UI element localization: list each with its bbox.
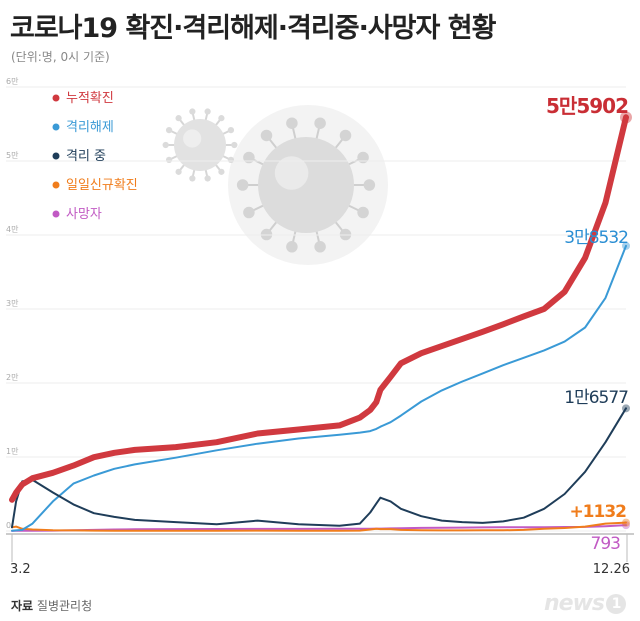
virus-illustration bbox=[162, 105, 388, 265]
source-note: 자료 질병관리청 bbox=[11, 597, 92, 614]
end-label-3: 1만6577 bbox=[564, 388, 628, 408]
virus-spike-tip bbox=[243, 206, 255, 219]
series-end-point-2 bbox=[622, 241, 630, 250]
legend-marker bbox=[52, 181, 60, 189]
virus-spike-tip bbox=[314, 117, 326, 129]
virus-spike-tip bbox=[175, 115, 182, 122]
legend-label: 격리 중 bbox=[66, 149, 106, 164]
virus-spike-tip bbox=[339, 129, 352, 142]
virus-spike-tip bbox=[236, 179, 249, 191]
virus-highlight bbox=[274, 156, 309, 190]
y-axis-ticks: 0 1만 2만 3만 4만 5만 6만 bbox=[6, 77, 19, 530]
series-line-3 bbox=[11, 407, 627, 529]
logo-mark: 1 bbox=[606, 594, 627, 614]
legend-marker bbox=[52, 123, 60, 131]
series-end-point-1 bbox=[620, 111, 632, 124]
virus-spike-tip bbox=[243, 151, 255, 164]
virus-spike-tip bbox=[314, 241, 326, 253]
legend-label: 일일신규확진 bbox=[66, 178, 138, 193]
virus-highlight bbox=[183, 129, 202, 148]
virus-spike-tip bbox=[175, 168, 182, 175]
legend-label: 누적확진 bbox=[66, 91, 114, 106]
news1-logo: news 1 bbox=[544, 591, 627, 616]
y-tick-label: 6만 bbox=[6, 77, 19, 86]
legend-marker bbox=[52, 210, 60, 218]
source-name: 질병관리청 bbox=[36, 599, 93, 613]
virus-spike-tip bbox=[218, 115, 225, 122]
series-end-point-3 bbox=[622, 404, 630, 413]
logo-text: news bbox=[544, 591, 605, 616]
chart-series bbox=[9, 111, 632, 532]
y-tick-label: 1만 bbox=[6, 447, 19, 456]
y-tick-label: 2만 bbox=[6, 373, 19, 382]
x-label-end: 12.26 bbox=[593, 562, 630, 577]
virus-spike-tip bbox=[357, 206, 369, 219]
legend-label: 격리해제 bbox=[66, 120, 114, 135]
legend-label: 사망자 bbox=[66, 207, 102, 222]
virus-spike-tip bbox=[286, 241, 298, 253]
virus-spike-tip bbox=[218, 168, 225, 175]
virus-spike-tip bbox=[162, 141, 169, 149]
series-line-2 bbox=[11, 244, 627, 532]
virus-spike-tip bbox=[204, 108, 211, 115]
virus-body bbox=[258, 137, 354, 233]
chart-title: 코로나19 확진·격리해제·격리중·사망자 현황 bbox=[10, 13, 496, 44]
virus-spike-tip bbox=[189, 175, 196, 182]
end-label-2: 3만8532 bbox=[564, 228, 628, 248]
series-line-1 bbox=[9, 114, 629, 503]
y-tick-label: 4만 bbox=[6, 225, 19, 234]
legend-marker bbox=[52, 94, 60, 102]
virus-spike-tip bbox=[363, 179, 376, 191]
series-end-point-4 bbox=[622, 518, 630, 527]
virus-spike-tip bbox=[286, 117, 298, 129]
source-label: 자료 bbox=[11, 599, 34, 613]
end-label-4: +1132 bbox=[569, 502, 626, 522]
virus-spike-tip bbox=[189, 108, 196, 115]
virus-spike-tip bbox=[227, 126, 235, 134]
x-axis: 3.2 12.26 bbox=[6, 533, 634, 577]
virus-small-icon bbox=[162, 108, 238, 182]
y-tick-label: 3만 bbox=[6, 299, 19, 308]
virus-spike-tip bbox=[231, 141, 238, 149]
y-tick-label: 0 bbox=[6, 521, 11, 530]
y-tick-label: 5만 bbox=[6, 151, 19, 160]
chart-subtitle: (단위:명, 0시 기준) bbox=[11, 50, 110, 64]
series-line-4 bbox=[11, 521, 627, 532]
virus-body bbox=[174, 119, 226, 171]
virus-spike-tip bbox=[165, 156, 173, 164]
end-value-labels: 5만5902 3만8532 1만6577 +1132 793 bbox=[546, 94, 629, 554]
virus-spike-tip bbox=[260, 129, 273, 142]
end-label-1: 5만5902 bbox=[546, 94, 628, 118]
end-label-5: 793 bbox=[591, 534, 621, 554]
virus-spike-tip bbox=[227, 156, 235, 164]
virus-spike-tip bbox=[357, 151, 369, 164]
virus-spike-tip bbox=[204, 175, 211, 182]
virus-spike-tip bbox=[165, 126, 173, 134]
legend-marker bbox=[52, 152, 60, 160]
x-label-start: 3.2 bbox=[10, 562, 31, 577]
